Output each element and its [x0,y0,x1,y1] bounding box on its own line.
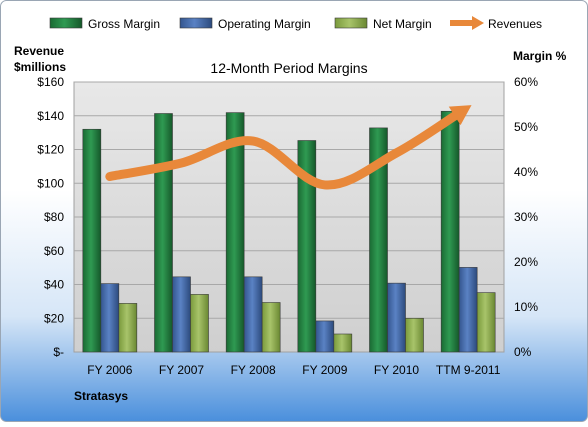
left-tick-label: $60 [44,244,64,258]
legend-label: Revenues [488,17,542,31]
bar-gross-margin [297,140,317,353]
right-tick-label: 30% [514,210,538,224]
chart-title: 12-Month Period Margins [210,60,367,76]
left-axis: $- $20 $40 $60 $80 $100 $120 $140 $160 [37,75,64,359]
bar-gross-margin [225,112,245,353]
left-tick-label: $20 [44,311,64,325]
bar-net-margin [333,333,353,353]
right-tick-label: 0% [514,345,532,359]
legend-swatch [179,17,213,29]
bar-series [82,110,496,353]
bar-net-margin [118,303,138,353]
bar-operating-margin [243,276,263,353]
right-axis-title: Margin % [513,49,567,63]
category-label: FY 2006 [87,363,132,377]
company-label: Stratasys [74,389,128,403]
left-axis-title-line2: $millions [14,60,66,74]
legend-label: Operating Margin [218,17,311,31]
bar-gross-margin [82,128,102,353]
category-label: FY 2007 [159,363,204,377]
revenue-arrowhead [448,105,472,126]
legend: Gross Margin Operating Margin Net Margin Re… [49,16,542,31]
bar-operating-margin [100,283,120,353]
bar-operating-margin [315,320,335,353]
revenue-line-series [105,105,472,190]
left-tick-label: $- [53,345,64,359]
gridlines [74,81,504,319]
bar-net-margin [476,292,496,353]
right-tick-label: 20% [514,255,538,269]
left-axis-title-line1: Revenue [14,44,64,58]
right-tick-label: 10% [514,300,538,314]
left-tick-label: $40 [44,278,64,292]
legend-swatch-arrowhead [472,16,484,30]
legend-label: Gross Margin [88,17,160,31]
category-label: FY 2008 [231,363,276,377]
bar-gross-margin [154,113,173,353]
legend-label: Net Margin [373,17,432,31]
bar-gross-margin [369,127,388,353]
category-axis: FY 2006 FY 2007 FY 2008 FY 2009 FY 2010 TTM 9… [87,363,500,377]
right-tick-label: 40% [514,165,538,179]
legend-swatch [334,17,368,29]
right-axis: 0% 10% 20% 30% 40% 50% 60% [514,75,538,359]
legend-swatch [49,17,83,29]
left-tick-label: $100 [37,176,64,190]
category-label: TTM 9-2011 [436,363,501,377]
bar-operating-margin [458,267,478,353]
right-tick-label: 60% [514,75,538,89]
left-tick-label: $160 [37,75,64,89]
category-label: FY 2009 [302,363,347,377]
right-tick-label: 50% [514,120,538,134]
bar-net-margin [261,302,281,353]
bar-operating-margin [172,276,191,353]
left-tick-label: $140 [37,109,64,123]
left-tick-label: $80 [44,210,64,224]
revenue-line [105,109,462,190]
bar-gross-margin [440,110,460,353]
bar-net-margin [190,294,209,353]
category-label: FY 2010 [374,363,419,377]
left-tick-label: $120 [37,143,64,157]
bar-operating-margin [387,282,406,353]
bar-net-margin [405,317,424,353]
